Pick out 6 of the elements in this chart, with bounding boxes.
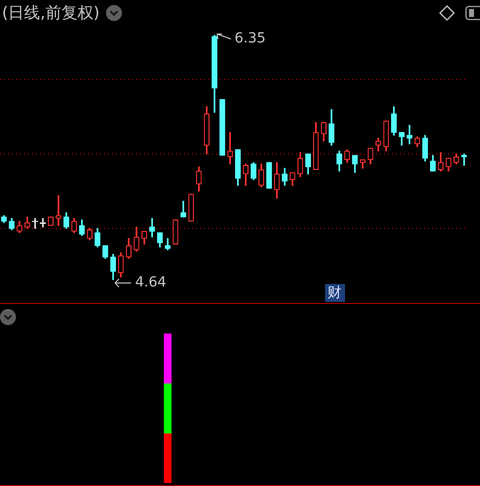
chart-title: (日线,前复权) <box>2 3 100 22</box>
text: 财 <box>324 284 345 302</box>
annotation: 4.64 <box>135 274 166 291</box>
candlestick <box>406 124 412 144</box>
annotation: 6.35 <box>234 30 266 47</box>
candlestick <box>56 195 62 226</box>
